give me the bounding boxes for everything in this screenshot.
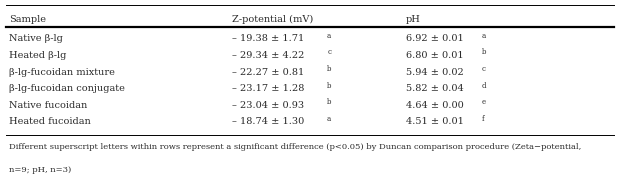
Text: β-lg-fucoidan mixture: β-lg-fucoidan mixture <box>9 67 115 77</box>
Text: c: c <box>482 65 486 73</box>
Text: – 18.74 ± 1.30: – 18.74 ± 1.30 <box>232 117 305 126</box>
Text: b: b <box>327 65 332 73</box>
Text: 4.51 ± 0.01: 4.51 ± 0.01 <box>406 117 464 126</box>
Text: Native fucoidan: Native fucoidan <box>9 101 87 110</box>
Text: 4.64 ± 0.00: 4.64 ± 0.00 <box>406 101 464 110</box>
Text: a: a <box>327 32 331 40</box>
Text: d: d <box>482 82 486 90</box>
Text: Different superscript letters within rows represent a significant difference (p<: Different superscript letters within row… <box>9 143 582 151</box>
Text: n=9; pH, n=3): n=9; pH, n=3) <box>9 166 71 174</box>
Text: – 23.17 ± 1.28: – 23.17 ± 1.28 <box>232 84 305 93</box>
Text: a: a <box>327 115 331 123</box>
Text: Native β-lg: Native β-lg <box>9 34 63 43</box>
Text: – 22.27 ± 0.81: – 22.27 ± 0.81 <box>232 67 305 77</box>
Text: 6.92 ± 0.01: 6.92 ± 0.01 <box>406 34 464 43</box>
Text: – 23.04 ± 0.93: – 23.04 ± 0.93 <box>232 101 304 110</box>
Text: pH: pH <box>406 15 421 24</box>
Text: b: b <box>327 98 331 106</box>
Text: e: e <box>482 98 486 106</box>
Text: Heated fucoidan: Heated fucoidan <box>9 117 91 126</box>
Text: – 29.34 ± 4.22: – 29.34 ± 4.22 <box>232 51 305 60</box>
Text: f: f <box>482 115 485 123</box>
Text: 6.80 ± 0.01: 6.80 ± 0.01 <box>406 51 464 60</box>
Text: a: a <box>482 32 486 40</box>
Text: b: b <box>482 48 486 56</box>
Text: 5.94 ± 0.02: 5.94 ± 0.02 <box>406 67 464 77</box>
Text: c: c <box>327 48 331 56</box>
Text: – 19.38 ± 1.71: – 19.38 ± 1.71 <box>232 34 305 43</box>
Text: Z-potential (mV): Z-potential (mV) <box>232 15 314 24</box>
Text: β-lg-fucoidan conjugate: β-lg-fucoidan conjugate <box>9 84 125 93</box>
Text: Sample: Sample <box>9 15 46 24</box>
Text: Heated β-lg: Heated β-lg <box>9 51 67 60</box>
Text: 5.82 ± 0.04: 5.82 ± 0.04 <box>406 84 464 93</box>
Text: b: b <box>327 82 332 90</box>
